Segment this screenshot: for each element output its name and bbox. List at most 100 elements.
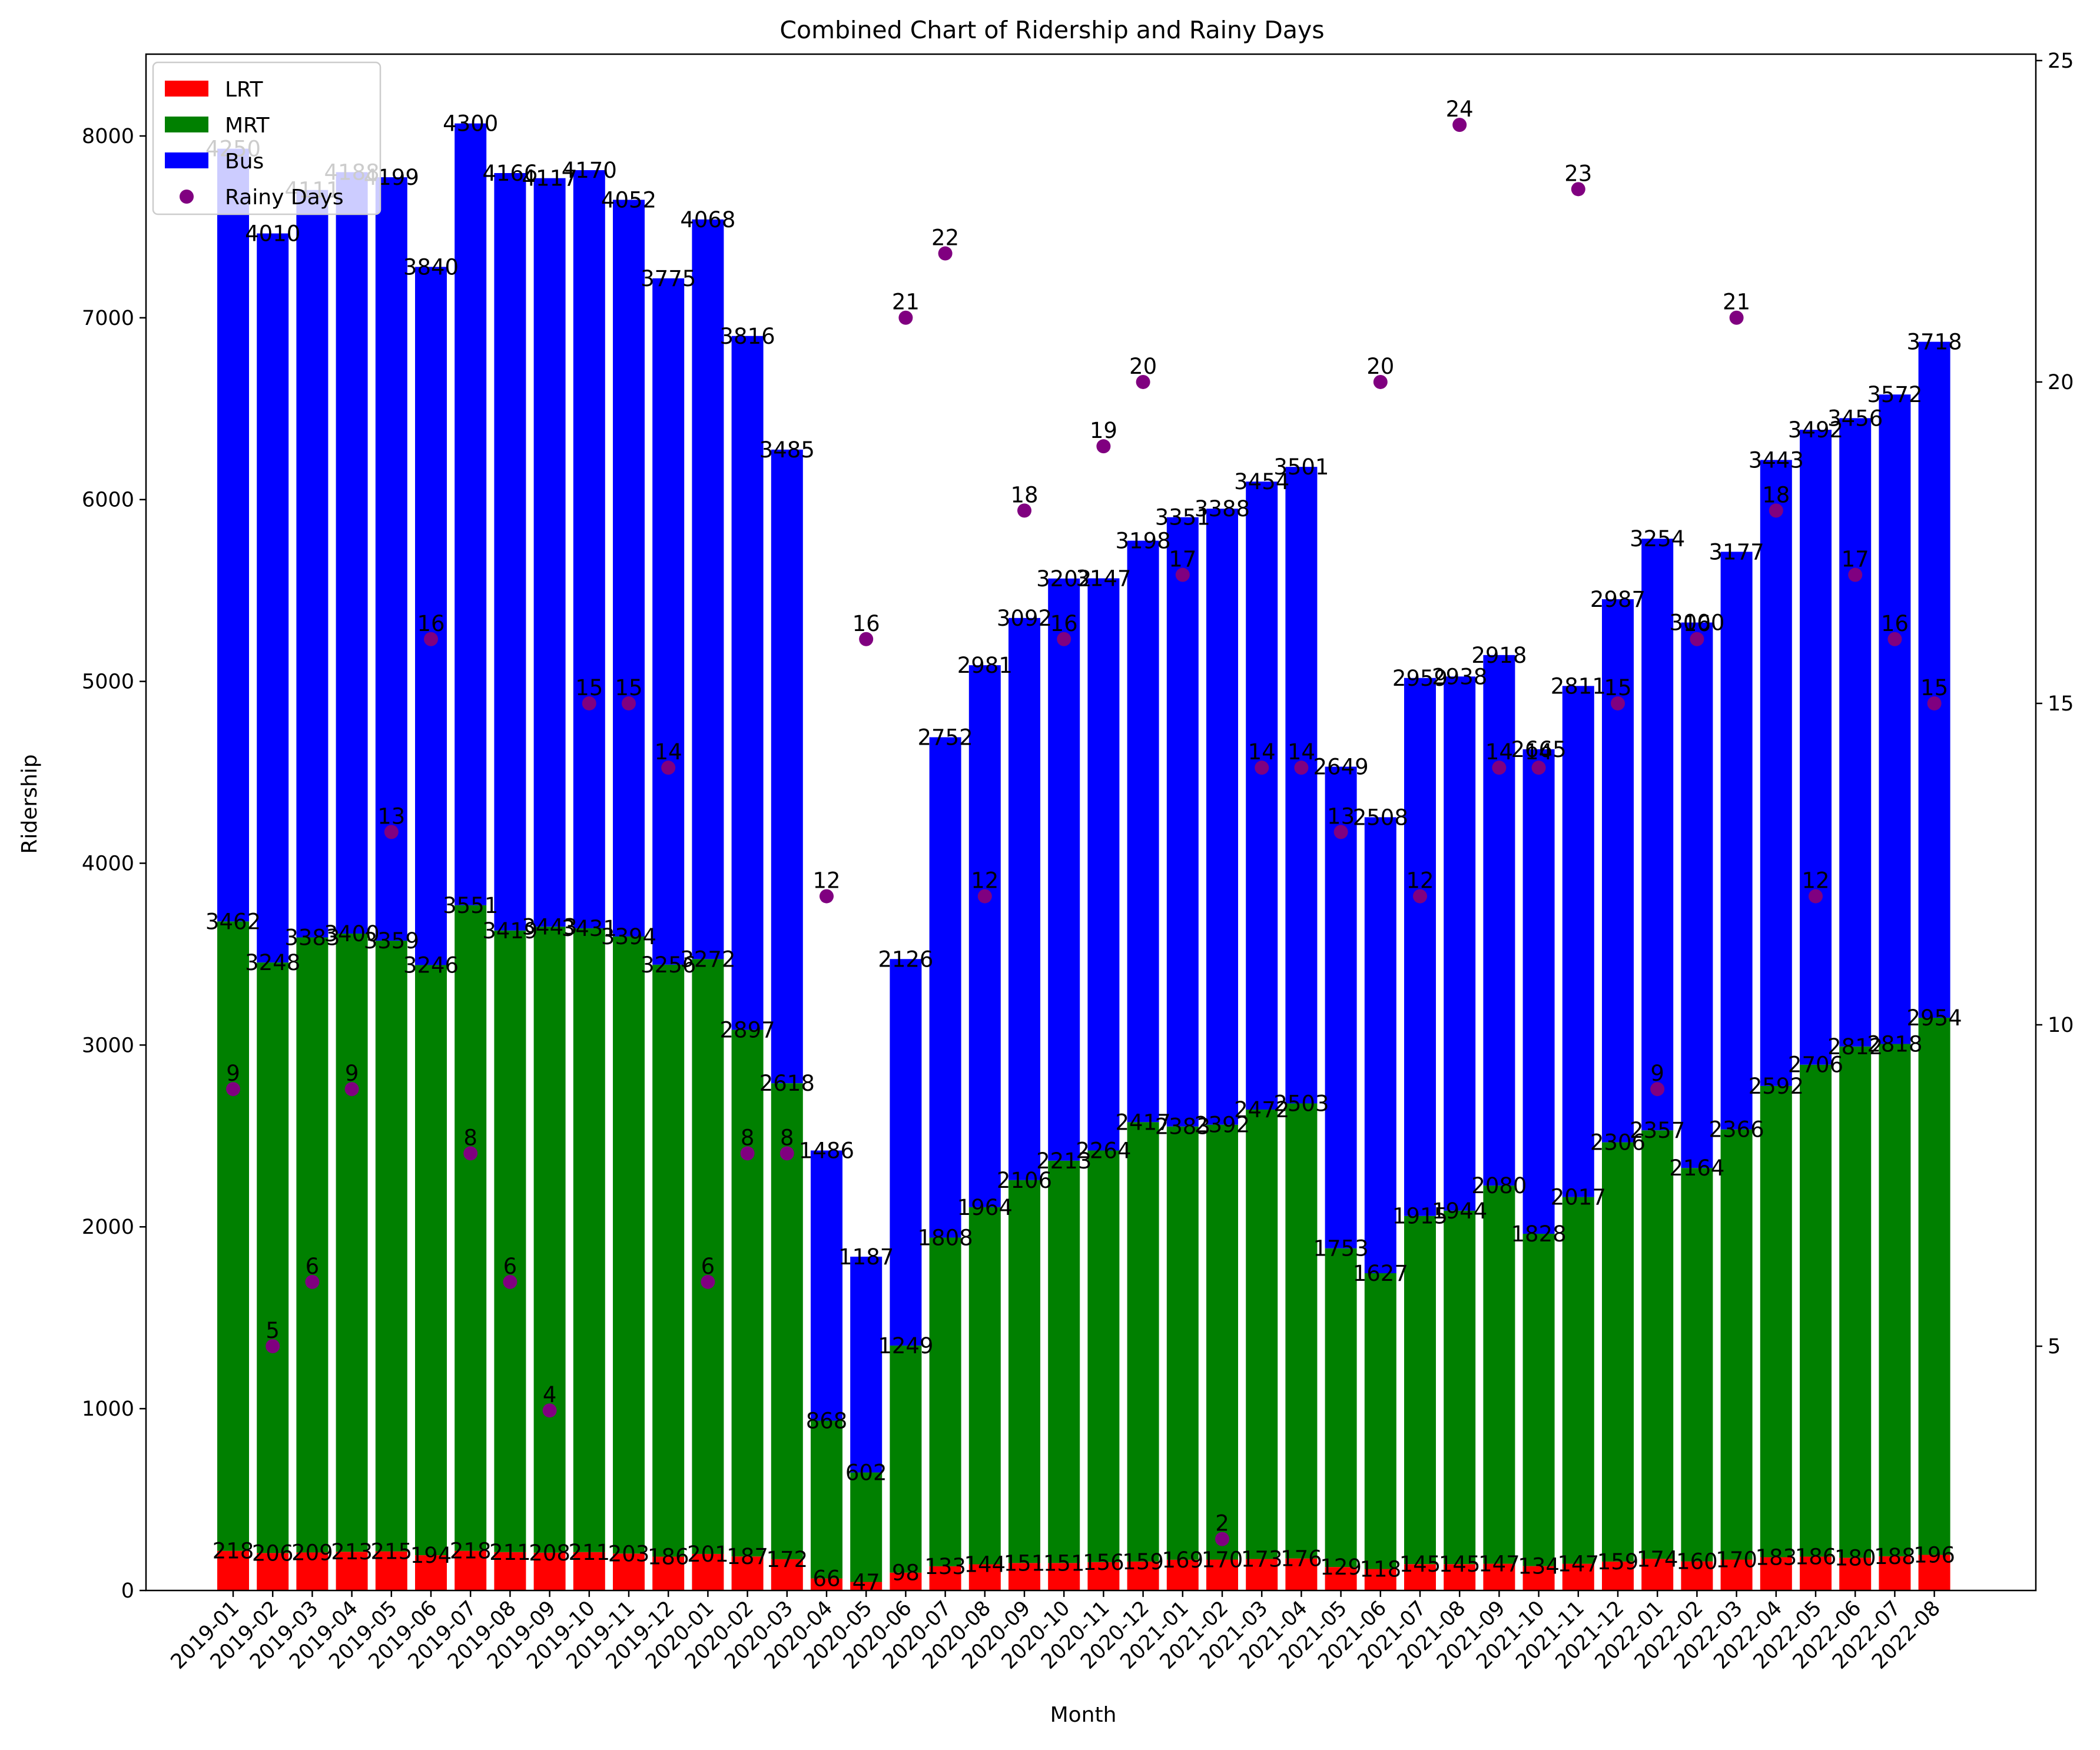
y2-tick-label-20: 20 — [2048, 371, 2074, 394]
data-label-bus-2019-07: 4300 — [443, 111, 498, 137]
data-label-lrt-2019-03: 209 — [291, 1540, 333, 1565]
bar-lrt-2021-02 — [1206, 1559, 1238, 1590]
data-label-lrt-2021-08: 145 — [1439, 1552, 1481, 1577]
rainy-days-label-2022-06: 17 — [1842, 547, 1869, 572]
rainy-days-label-2019-10: 15 — [575, 675, 603, 700]
data-label-mrt-2019-05: 3359 — [364, 928, 419, 954]
data-label-bus-2019-11: 4052 — [601, 187, 656, 212]
data-label-bus-2020-06: 2126 — [878, 947, 933, 972]
legend-swatch-bus — [165, 152, 208, 168]
bar-lrt-2021-12 — [1602, 1561, 1634, 1590]
rainy-days-point-2020-10 — [1057, 632, 1071, 646]
data-label-bus-2021-07: 2959 — [1392, 666, 1448, 691]
bar-bus-2021-09 — [1483, 655, 1515, 1186]
bar-bus-2019-02 — [257, 233, 289, 963]
bar-lrt-2020-01 — [692, 1553, 724, 1590]
rainy-days-label-2020-07: 22 — [931, 225, 959, 251]
rainy-days-label-2022-07: 16 — [1881, 611, 1909, 636]
data-label-lrt-2019-11: 203 — [608, 1541, 650, 1566]
data-label-lrt-2022-05: 186 — [1795, 1545, 1837, 1570]
bar-lrt-2019-03 — [296, 1552, 329, 1590]
bar-lrt-2020-04 — [811, 1578, 842, 1590]
rainy-days-label-2019-11: 15 — [615, 675, 642, 700]
bar-mrt-2021-08 — [1444, 1210, 1476, 1565]
data-label-lrt-2021-10: 134 — [1518, 1554, 1560, 1579]
bar-lrt-2019-06 — [415, 1555, 447, 1590]
data-label-lrt-2019-10: 211 — [568, 1540, 610, 1565]
data-label-lrt-2021-11: 147 — [1557, 1552, 1599, 1577]
rainy-days-point-2021-07 — [1413, 889, 1427, 904]
rainy-days-label-2020-11: 19 — [1090, 418, 1117, 443]
bar-lrt-2022-04 — [1760, 1557, 1792, 1590]
data-label-lrt-2020-12: 159 — [1122, 1549, 1164, 1575]
bar-bus-2019-07 — [454, 123, 487, 905]
rainy-days-point-2021-04 — [1294, 761, 1309, 775]
y-tick-label-0: 0 — [121, 1579, 134, 1603]
bar-bus-2020-12 — [1127, 540, 1159, 1123]
legend-label-bus: Bus — [225, 150, 264, 174]
rainy-days-label-2020-09: 18 — [1010, 482, 1038, 507]
bar-mrt-2020-11 — [1087, 1150, 1120, 1562]
data-label-mrt-2021-02: 2392 — [1195, 1113, 1250, 1138]
bar-bus-2020-01 — [692, 219, 724, 959]
bar-mrt-2019-01 — [217, 921, 249, 1551]
rainy-days-label-2020-05: 16 — [852, 611, 880, 636]
rainy-days-point-2019-03 — [305, 1274, 320, 1289]
data-label-mrt-2022-04: 2592 — [1749, 1074, 1804, 1099]
data-label-lrt-2022-01: 174 — [1637, 1546, 1678, 1572]
legend-label-rainy-days: Rainy Days — [225, 185, 344, 210]
bar-lrt-2022-07 — [1879, 1556, 1911, 1590]
y-tick-label-1000: 1000 — [82, 1397, 134, 1421]
bar-lrt-2020-07 — [929, 1566, 961, 1590]
data-label-mrt-2019-07: 3551 — [443, 893, 498, 918]
bar-bus-2021-11 — [1562, 686, 1594, 1197]
rainy-days-point-2022-01 — [1650, 1082, 1665, 1097]
data-label-bus-2020-10: 3202 — [1036, 566, 1092, 592]
bar-lrt-2019-02 — [257, 1553, 289, 1590]
data-label-lrt-2022-03: 170 — [1716, 1547, 1757, 1572]
data-label-mrt-2020-02: 2897 — [720, 1017, 775, 1042]
bar-lrt-2019-11 — [613, 1553, 645, 1590]
data-label-bus-2021-04: 3501 — [1273, 454, 1329, 480]
rainy-days-label-2020-04: 12 — [812, 868, 840, 894]
legend-box — [152, 61, 381, 215]
rainy-days-label-2019-05: 13 — [377, 803, 405, 829]
bar-mrt-2022-08 — [1918, 1018, 1950, 1555]
data-label-bus-2022-03: 3177 — [1709, 539, 1764, 564]
y-tick-label-2000: 2000 — [82, 1216, 134, 1239]
data-label-lrt-2022-08: 196 — [1913, 1542, 1955, 1568]
bar-mrt-2021-12 — [1602, 1142, 1634, 1562]
data-label-bus-2020-01: 4068 — [680, 207, 735, 233]
rainy-days-point-2019-10 — [582, 696, 596, 710]
bar-bus-2020-04 — [811, 1150, 842, 1421]
bar-mrt-2019-10 — [573, 928, 605, 1552]
rainy-days-point-2021-05 — [1333, 825, 1348, 839]
bar-mrt-2022-02 — [1681, 1168, 1713, 1562]
bar-lrt-2021-01 — [1166, 1559, 1199, 1590]
plot-frame — [145, 53, 2037, 1592]
bar-lrt-2020-03 — [771, 1559, 803, 1590]
data-label-bus-2021-03: 3454 — [1234, 469, 1289, 494]
data-label-lrt-2019-08: 211 — [489, 1540, 531, 1565]
bar-labels-layer: 2183462425020632484010209338341112133400… — [205, 111, 1962, 1595]
data-label-mrt-2020-12: 2417 — [1116, 1110, 1171, 1135]
data-label-mrt-2022-01: 2357 — [1630, 1118, 1685, 1143]
rainy-days-point-2022-05 — [1809, 889, 1823, 904]
data-label-lrt-2022-06: 180 — [1834, 1545, 1876, 1570]
bar-mrt-2020-12 — [1127, 1122, 1159, 1562]
data-label-mrt-2021-04: 2503 — [1273, 1091, 1329, 1117]
data-label-mrt-2019-10: 3431 — [562, 916, 617, 941]
data-label-lrt-2022-04: 183 — [1755, 1545, 1797, 1570]
legend-swatch-rainy-days — [180, 190, 194, 204]
bar-mrt-2022-04 — [1760, 1085, 1792, 1558]
bar-lrt-2021-08 — [1444, 1564, 1476, 1590]
bars-layer — [217, 123, 1950, 1590]
rainy-days-label-2022-08: 15 — [1920, 675, 1948, 700]
y-tick-label-3000: 3000 — [82, 1034, 134, 1057]
data-label-mrt-2020-08: 1964 — [957, 1195, 1013, 1220]
data-label-lrt-2020-10: 151 — [1043, 1550, 1085, 1576]
data-label-lrt-2019-09: 208 — [529, 1540, 570, 1566]
data-label-lrt-2020-01: 201 — [687, 1542, 729, 1567]
